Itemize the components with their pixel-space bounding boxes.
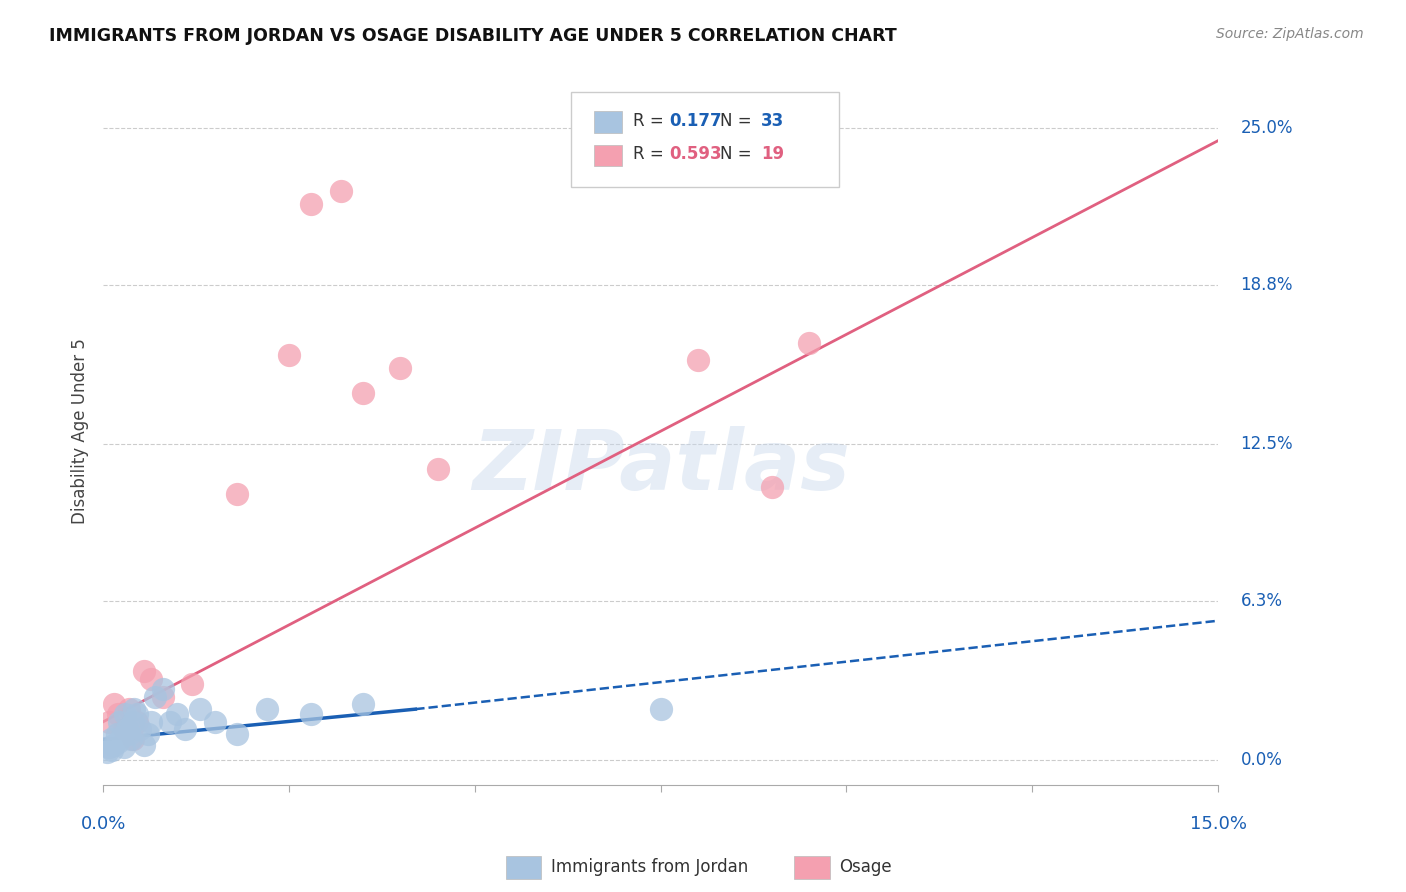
Point <box>389 361 412 376</box>
Point <box>107 735 129 749</box>
Point <box>761 480 783 494</box>
Point <box>107 707 129 722</box>
Point <box>115 723 138 737</box>
Text: Osage: Osage <box>839 858 891 876</box>
Text: ZIPatlas: ZIPatlas <box>471 426 849 507</box>
Text: N =: N = <box>720 112 756 130</box>
Point <box>226 727 249 741</box>
Point <box>118 702 141 716</box>
Point <box>114 707 136 722</box>
Point <box>352 386 374 401</box>
Point <box>103 697 125 711</box>
Point <box>100 732 122 747</box>
Point <box>352 697 374 711</box>
Point <box>121 732 143 747</box>
Point <box>174 723 197 737</box>
FancyBboxPatch shape <box>593 145 621 166</box>
Point <box>132 665 155 679</box>
Point <box>204 714 226 729</box>
Point <box>103 738 125 752</box>
Point <box>101 742 124 756</box>
Text: 0.0%: 0.0% <box>1240 751 1282 769</box>
Point <box>121 714 143 729</box>
Text: 19: 19 <box>761 145 785 163</box>
Text: R =: R = <box>633 112 669 130</box>
Point <box>799 335 821 350</box>
Text: 18.8%: 18.8% <box>1240 276 1294 293</box>
Point <box>330 184 353 198</box>
Text: Source: ZipAtlas.com: Source: ZipAtlas.com <box>1216 27 1364 41</box>
Text: N =: N = <box>720 145 756 163</box>
Point <box>188 702 211 716</box>
Point <box>256 702 278 716</box>
Point <box>129 723 152 737</box>
Text: IMMIGRANTS FROM JORDAN VS OSAGE DISABILITY AGE UNDER 5 CORRELATION CHART: IMMIGRANTS FROM JORDAN VS OSAGE DISABILI… <box>49 27 897 45</box>
Text: 15.0%: 15.0% <box>1189 815 1247 833</box>
Point <box>105 727 128 741</box>
Text: 12.5%: 12.5% <box>1240 434 1294 453</box>
Point <box>426 462 449 476</box>
Point <box>136 727 159 741</box>
Text: 0.177: 0.177 <box>669 112 723 130</box>
Point <box>152 690 174 704</box>
Point <box>226 487 249 501</box>
Point <box>96 745 118 759</box>
Point <box>112 740 135 755</box>
Point <box>143 690 166 704</box>
Point <box>108 714 131 729</box>
Y-axis label: Disability Age Under 5: Disability Age Under 5 <box>72 338 89 524</box>
FancyBboxPatch shape <box>571 92 839 187</box>
Text: 33: 33 <box>761 112 785 130</box>
Point <box>166 707 188 722</box>
Point <box>159 714 181 729</box>
Text: 25.0%: 25.0% <box>1240 119 1294 137</box>
Point <box>98 740 121 755</box>
Point <box>132 738 155 752</box>
Point <box>278 348 301 362</box>
Point <box>125 714 148 729</box>
Point <box>98 714 121 729</box>
Point <box>152 681 174 696</box>
Point <box>299 196 322 211</box>
Point <box>686 353 709 368</box>
Point <box>124 702 146 716</box>
Point <box>181 677 204 691</box>
Point <box>120 732 142 747</box>
Text: R =: R = <box>633 145 669 163</box>
Point <box>118 727 141 741</box>
FancyBboxPatch shape <box>593 112 621 133</box>
Point <box>112 723 135 737</box>
Point <box>650 702 672 716</box>
Text: 0.0%: 0.0% <box>80 815 125 833</box>
Point <box>299 707 322 722</box>
Point <box>141 672 163 686</box>
Point <box>141 714 163 729</box>
Text: 0.593: 0.593 <box>669 145 723 163</box>
Text: Immigrants from Jordan: Immigrants from Jordan <box>551 858 748 876</box>
Point <box>125 707 148 722</box>
Point <box>111 730 134 744</box>
Text: 6.3%: 6.3% <box>1240 591 1282 609</box>
